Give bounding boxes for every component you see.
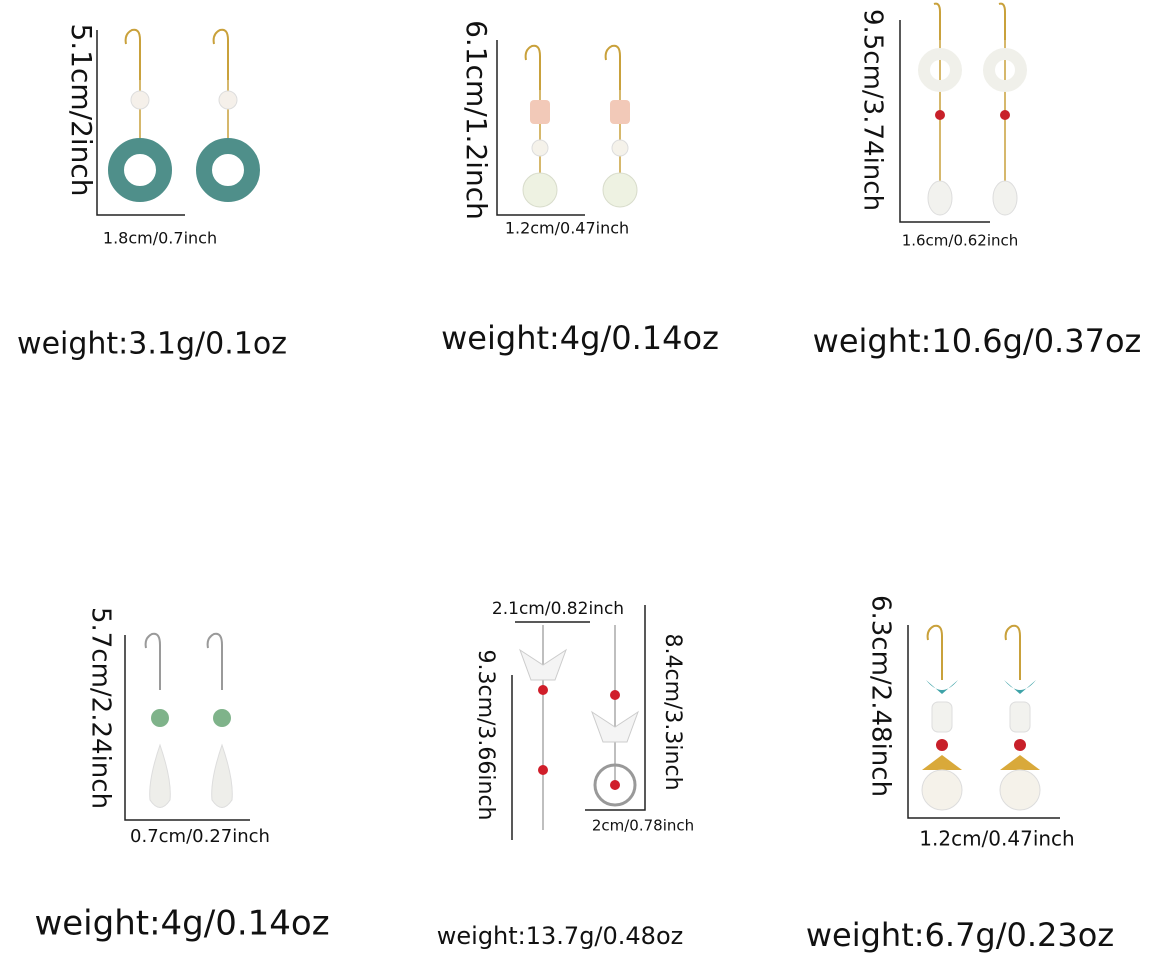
pearl <box>999 769 1041 811</box>
red-bead <box>610 690 620 700</box>
jade-bead <box>931 701 953 733</box>
earring-set-4: 5.7cm/2.24inch 0.7cm/0.27inch weight:4g/… <box>34 607 329 944</box>
red-bead <box>1014 739 1026 751</box>
dimension-line <box>511 621 590 840</box>
pearl <box>531 139 549 157</box>
red-bead <box>610 780 620 790</box>
red-bead <box>936 739 948 751</box>
red-bead <box>538 765 548 775</box>
weight-label: weight:4g/0.14oz <box>441 319 719 357</box>
width-label: 1.2cm/0.47inch <box>919 827 1074 851</box>
red-bead <box>1000 110 1010 120</box>
jade-disc <box>522 172 558 208</box>
drop <box>927 180 953 216</box>
width-label: 1.6cm/0.62inch <box>902 232 1019 250</box>
bead <box>530 100 550 124</box>
cap <box>922 755 962 770</box>
silver-ring <box>593 763 637 807</box>
height-label: 6.3cm/2.48inch <box>866 595 896 797</box>
earring-set-1: 5.1cm/2inch 1.8cm/0.7inch weight:3.1g/0.… <box>17 23 287 361</box>
earring-set-3: 9.5cm/3.74inch 1.6cm/0.62inch weight:10.… <box>813 2 1142 360</box>
dimension-line <box>899 20 990 223</box>
green-bead <box>151 709 169 727</box>
height-label: 5.1cm/2inch <box>65 23 98 196</box>
drop <box>992 180 1018 216</box>
earring-set-6: 6.3cm/2.48inch 1.2cm/0.47inch weight:6.7… <box>806 595 1114 954</box>
bead <box>610 100 630 124</box>
jade-ring <box>108 138 172 202</box>
butterfly <box>519 648 567 681</box>
leaf <box>1004 680 1036 694</box>
jade-ring <box>918 48 962 92</box>
jade-ring <box>983 48 1027 92</box>
red-bead <box>538 685 548 695</box>
earring-set-2: 6.1cm/1.2inch 1.2cm/0.47inch weight:4g/0… <box>441 20 719 357</box>
weight-label: weight:4g/0.14oz <box>34 904 329 944</box>
jade-bead <box>1009 701 1031 733</box>
height-label: 9.3cm/3.66inch <box>473 649 498 820</box>
dimension-line <box>907 625 1060 819</box>
weight-label: weight:10.6g/0.37oz <box>813 322 1142 360</box>
cap <box>1000 755 1040 770</box>
dimension-line <box>496 40 585 216</box>
hook <box>933 2 1006 40</box>
red-bead <box>935 110 945 120</box>
drop <box>149 743 171 808</box>
dimension-line <box>96 30 185 216</box>
pearl <box>611 139 629 157</box>
butterfly <box>591 710 639 743</box>
jade-disc <box>602 172 638 208</box>
drop <box>211 743 233 808</box>
height-label: 5.7cm/2.24inch <box>86 607 116 809</box>
green-bead <box>213 709 231 727</box>
height-label: 9.5cm/3.74inch <box>858 9 888 211</box>
weight-label: weight:13.7g/0.48oz <box>437 922 683 950</box>
earring-set-5: 2.1cm/0.82inch 9.3cm/3.66inch 8.4cm/3.3i… <box>437 599 694 950</box>
pearl <box>130 90 150 110</box>
width-label: 1.2cm/0.47inch <box>505 219 629 238</box>
hook <box>124 28 229 80</box>
pearl <box>921 769 963 811</box>
height-label: 6.1cm/1.2inch <box>460 20 493 220</box>
weight-label: weight:6.7g/0.23oz <box>806 916 1114 954</box>
leaf <box>926 680 958 694</box>
hook <box>524 44 621 90</box>
width-label: 2.1cm/0.82inch <box>492 599 624 619</box>
jade-ring <box>196 138 260 202</box>
width-label: 0.7cm/0.27inch <box>130 826 270 847</box>
hook <box>926 624 1021 680</box>
pearl <box>218 90 238 110</box>
width-label: 2cm/0.78inch <box>592 817 694 835</box>
height-label: 8.4cm/3.3inch <box>660 633 685 790</box>
dimension-line <box>124 635 250 821</box>
weight-label: weight:3.1g/0.1oz <box>17 327 287 362</box>
width-label: 1.8cm/0.7inch <box>103 229 217 248</box>
dimension-line <box>585 605 646 811</box>
hook <box>144 632 223 690</box>
